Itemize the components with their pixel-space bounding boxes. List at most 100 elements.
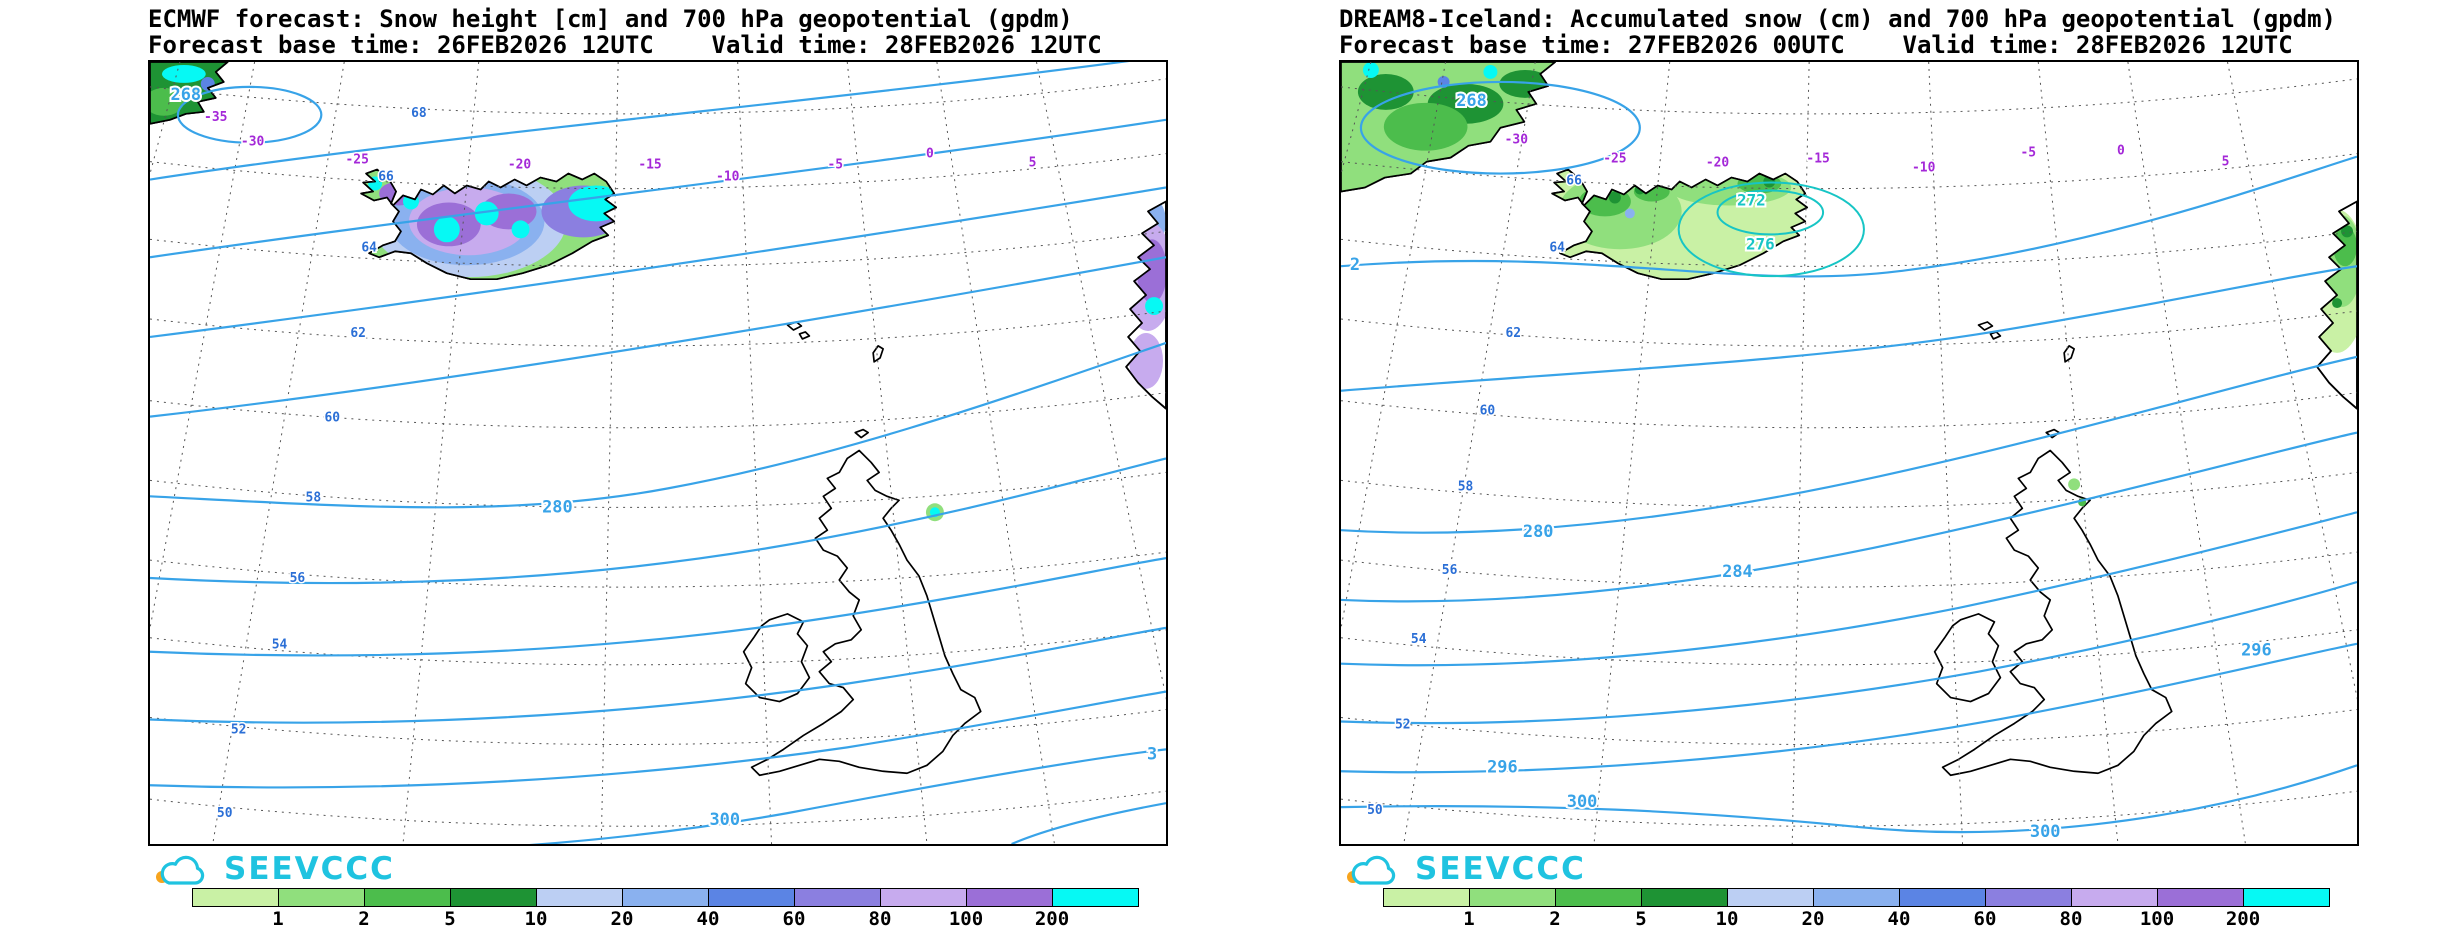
scale-cell (2243, 888, 2330, 907)
longitude-label: -10 (1912, 161, 1936, 176)
contour-label: 3 (1147, 743, 1157, 763)
map-footer: SEEVCCC 1 2 5 10 20 40 60 80 100 200 (148, 851, 1168, 930)
scale-cell (364, 888, 451, 907)
low-contour-labels: 272 276 (1735, 188, 1777, 255)
latitude-label: 62 (350, 326, 366, 341)
forecast-times: Forecast base time: 26FEB2026 12UTC Vali… (148, 31, 1102, 59)
scale-cell (1727, 888, 1814, 907)
scale-tick-label: 5 (1635, 908, 1647, 930)
scale-cell (1555, 888, 1642, 907)
iceland-low-contours (1677, 181, 1865, 278)
scale-cell (794, 888, 881, 907)
latitude-label: 60 (324, 411, 340, 426)
scale-tick-label: 200 (2225, 908, 2261, 930)
scale-tick-label: 200 (1034, 908, 1070, 930)
panel-ecmwf: ECMWF forecast: Snow height [cm] and 700… (148, 5, 1168, 930)
scale-tick-label: 60 (782, 908, 806, 930)
scale-tick-label: 40 (1887, 908, 1911, 930)
latitude-label: 68 (411, 106, 427, 121)
scale-tick-label: 2 (1549, 908, 1561, 930)
longitude-label: -20 (1706, 156, 1730, 171)
longitude-label: 0 (2117, 144, 2125, 159)
scale-tick-label: 2 (358, 908, 370, 930)
scale-tick-label: 20 (1801, 908, 1825, 930)
longitude-labels: -30 -25 -20 -15 -10 -5 0 5 (1503, 131, 2231, 177)
longitude-label: -5 (2021, 146, 2037, 161)
scale-cell (708, 888, 795, 907)
latitude-label: 50 (1367, 803, 1383, 818)
scale-tick-label: 10 (1715, 908, 1739, 930)
map-frame-dream8: -30 -25 -20 -15 -10 -5 0 5 66 64 62 60 58 56 54 52 50 2… (1339, 60, 2359, 846)
longitude-label: -25 (345, 153, 368, 168)
contour-label: 268 (171, 84, 202, 104)
contour-label: 296 (2241, 640, 2272, 660)
scale-tick-label: 10 (524, 908, 548, 930)
scale-cell (536, 888, 623, 907)
contour-label: 280 (1523, 521, 1554, 541)
scale-cell (278, 888, 365, 907)
scale-cell (1641, 888, 1728, 907)
graticule (150, 62, 1166, 844)
contour-label: 300 (2030, 821, 2061, 841)
great-britain-coastline (1941, 449, 2173, 777)
latitude-label: 66 (378, 170, 394, 185)
contour-label: 300 (1567, 791, 1598, 811)
longitude-label: -15 (1806, 152, 1829, 167)
latitude-label: 60 (1480, 404, 1496, 419)
longitude-label: -10 (716, 170, 740, 185)
scale-tick-label: 80 (868, 908, 892, 930)
ireland-coastline (742, 613, 811, 703)
page-title: ECMWF forecast: Snow height [cm] and 700… (148, 5, 1073, 33)
latitude-label: 58 (1458, 479, 1474, 494)
graticule (1341, 62, 2357, 844)
latitude-labels: 66 64 62 60 58 56 54 52 50 (1366, 172, 1584, 820)
snow-shading (150, 62, 1166, 522)
scale-cell (1383, 888, 1470, 907)
longitude-label: -30 (1505, 133, 1529, 148)
longitude-labels: -35 -30 -25 -20 -15 -10 -5 0 5 (203, 108, 1038, 186)
scale-cell (1813, 888, 1900, 907)
scale-tick-label: 5 (444, 908, 456, 930)
geopotential-contours (150, 62, 1166, 844)
cloud-icon (156, 855, 205, 885)
scale-cell (1985, 888, 2072, 907)
longitude-label: -35 (204, 110, 227, 125)
snow-shading (1341, 62, 2357, 507)
scale-cell (880, 888, 967, 907)
low-contour-label: 272 (1737, 190, 1766, 209)
scale-cell (966, 888, 1053, 907)
scale-cell (450, 888, 537, 907)
low-contour-label: 276 (1746, 234, 1775, 253)
scale-tick-label: 100 (948, 908, 984, 930)
logo-text: SEEVCCC (224, 851, 395, 887)
latitude-label: 64 (361, 240, 377, 255)
panel-dream8: DREAM8-Iceland: Accumulated snow (cm) an… (1339, 5, 2359, 930)
contour-label: 300 (709, 809, 740, 829)
scale-tick-label: 20 (610, 908, 634, 930)
dream8-map-svg: -30 -25 -20 -15 -10 -5 0 5 66 64 62 60 58 56 54 52 50 2… (1341, 62, 2357, 844)
latitude-label: 54 (1411, 632, 1427, 647)
longitude-label: 5 (2222, 155, 2230, 170)
scale-tick-label: 1 (1463, 908, 1475, 930)
scale-tick-label: 100 (2139, 908, 2175, 930)
scale-cell (622, 888, 709, 907)
contour-label: 280 (542, 496, 573, 516)
contour-label: 296 (1487, 756, 1518, 776)
contour-label: 2 (1350, 254, 1360, 274)
latitude-label: 62 (1506, 326, 1522, 341)
geopotential-contours (1341, 80, 2357, 834)
page-title: DREAM8-Iceland: Accumulated snow (cm) an… (1339, 5, 2336, 33)
longitude-label: 5 (1029, 156, 1037, 171)
contour-labels: 268 280 300 3 (169, 82, 1160, 831)
longitude-label: 0 (926, 147, 934, 162)
scale-cell (192, 888, 279, 907)
longitude-label: -30 (241, 135, 265, 150)
cloud-icon (1347, 855, 1396, 885)
scale-cell (2157, 888, 2244, 907)
scale-tick-label: 60 (1973, 908, 1997, 930)
latitude-label: 50 (217, 806, 233, 821)
map-footer: SEEVCCC 1 2 5 10 20 40 60 80 100 200 (1339, 851, 2359, 930)
latitude-label: 52 (1395, 717, 1411, 732)
contour-label: 268 (1456, 90, 1487, 110)
scale-cell (1899, 888, 1986, 907)
